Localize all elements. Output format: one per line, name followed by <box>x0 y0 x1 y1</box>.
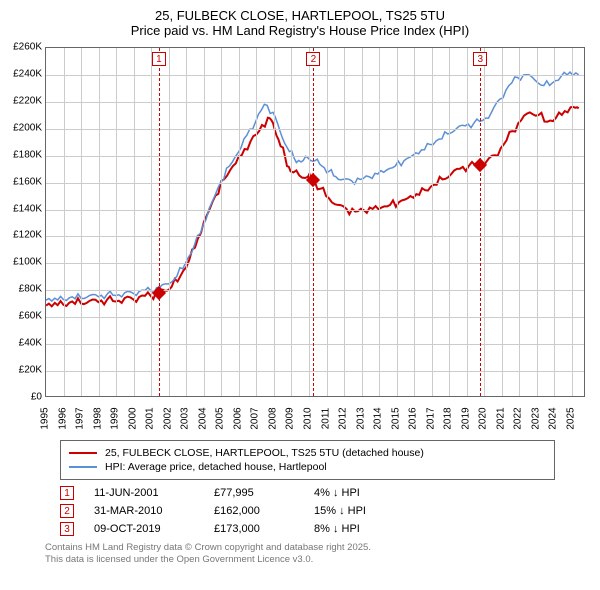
x-axis-label: 2003 <box>180 407 191 429</box>
x-axis-label: 1995 <box>40 407 51 429</box>
x-axis-label: 2004 <box>197 407 208 429</box>
y-axis-label: £200K <box>0 122 42 133</box>
x-axis-label: 2021 <box>495 407 506 429</box>
x-axis-label: 2015 <box>390 407 401 429</box>
event-marker-badge: 3 <box>473 52 487 66</box>
x-axis-label: 2009 <box>285 407 296 429</box>
x-axis-label: 2006 <box>232 407 243 429</box>
chart-area: 1 2 3 £0 £20K £40K £60K £80K £100K £120K £140K £16… <box>0 42 600 432</box>
event-marker-badge: 2 <box>306 52 320 66</box>
event-delta: 8% ↓ HPI <box>314 523 434 535</box>
x-axis-label: 2002 <box>162 407 173 429</box>
event-delta: 15% ↓ HPI <box>314 505 434 517</box>
x-axis-label: 2000 <box>127 407 138 429</box>
legend-item: 25, FULBECK CLOSE, HARTLEPOOL, TS25 5TU … <box>69 447 546 459</box>
y-axis-label: £40K <box>0 338 42 349</box>
event-marker-line <box>159 48 160 396</box>
y-axis-label: £180K <box>0 149 42 160</box>
event-badge: 1 <box>60 486 74 500</box>
x-axis-label: 2020 <box>478 407 489 429</box>
x-axis-label: 1998 <box>92 407 103 429</box>
x-axis-label: 2001 <box>145 407 156 429</box>
plot-area: 1 2 3 <box>45 47 585 397</box>
event-date: 31-MAR-2010 <box>94 505 194 517</box>
x-axis-label: 1999 <box>110 407 121 429</box>
event-delta: 4% ↓ HPI <box>314 487 434 499</box>
title-block: 25, FULBECK CLOSE, HARTLEPOOL, TS25 5TU … <box>0 0 600 42</box>
event-row: 1 11-JUN-2001 £77,995 4% ↓ HPI <box>60 486 555 500</box>
x-axis-label: 2008 <box>267 407 278 429</box>
legend-swatch <box>69 466 97 468</box>
y-axis-label: £160K <box>0 176 42 187</box>
legend-label: HPI: Average price, detached house, Hart… <box>105 461 327 473</box>
x-axis-label: 2012 <box>338 407 349 429</box>
event-marker-line <box>480 48 481 396</box>
y-axis-label: £260K <box>0 42 42 53</box>
x-axis-label: 2025 <box>565 407 576 429</box>
x-axis-label: 2014 <box>373 407 384 429</box>
event-badge: 2 <box>60 504 74 518</box>
x-axis-label: 2023 <box>530 407 541 429</box>
legend: 25, FULBECK CLOSE, HARTLEPOOL, TS25 5TU … <box>60 440 555 480</box>
x-axis-label: 2017 <box>425 407 436 429</box>
event-date: 11-JUN-2001 <box>94 487 194 499</box>
event-date: 09-OCT-2019 <box>94 523 194 535</box>
y-axis-label: £60K <box>0 311 42 322</box>
x-axis-label: 2005 <box>215 407 226 429</box>
x-axis-label: 2016 <box>408 407 419 429</box>
event-marker-badge: 1 <box>152 52 166 66</box>
y-axis-label: £220K <box>0 95 42 106</box>
legend-item: HPI: Average price, detached house, Hart… <box>69 461 546 473</box>
x-axis-label: 2007 <box>250 407 261 429</box>
footer-line: Contains HM Land Registry data © Crown c… <box>45 542 555 554</box>
y-axis-label: £0 <box>0 392 42 403</box>
y-axis-label: £240K <box>0 68 42 79</box>
event-price: £162,000 <box>214 505 294 517</box>
event-row: 3 09-OCT-2019 £173,000 8% ↓ HPI <box>60 522 555 536</box>
footer-line: This data is licensed under the Open Gov… <box>45 554 555 566</box>
x-axis-label: 1997 <box>75 407 86 429</box>
event-badge: 3 <box>60 522 74 536</box>
x-axis-label: 2011 <box>320 408 331 430</box>
event-price: £77,995 <box>214 487 294 499</box>
footer: Contains HM Land Registry data © Crown c… <box>45 542 555 567</box>
y-axis-label: £120K <box>0 230 42 241</box>
event-marker-line <box>313 48 314 396</box>
x-axis-label: 2018 <box>443 407 454 429</box>
series-property <box>46 107 579 306</box>
legend-label: 25, FULBECK CLOSE, HARTLEPOOL, TS25 5TU … <box>105 447 424 459</box>
title-subtitle: Price paid vs. HM Land Registry's House … <box>10 23 590 38</box>
event-row: 2 31-MAR-2010 £162,000 15% ↓ HPI <box>60 504 555 518</box>
y-axis-label: £20K <box>0 365 42 376</box>
y-axis-label: £100K <box>0 257 42 268</box>
chart-container: 25, FULBECK CLOSE, HARTLEPOOL, TS25 5TU … <box>0 0 600 567</box>
y-axis-label: £140K <box>0 203 42 214</box>
event-price: £173,000 <box>214 523 294 535</box>
x-axis-label: 1996 <box>57 407 68 429</box>
events-table: 1 11-JUN-2001 £77,995 4% ↓ HPI 2 31-MAR-2010 £… <box>60 486 555 536</box>
x-axis-label: 2013 <box>355 407 366 429</box>
y-axis-label: £80K <box>0 284 42 295</box>
x-axis-label: 2024 <box>548 407 559 429</box>
title-address: 25, FULBECK CLOSE, HARTLEPOOL, TS25 5TU <box>10 8 590 23</box>
legend-swatch <box>69 452 97 454</box>
x-axis-label: 2022 <box>513 407 524 429</box>
x-axis-label: 2019 <box>460 407 471 429</box>
x-axis-label: 2010 <box>302 407 313 429</box>
